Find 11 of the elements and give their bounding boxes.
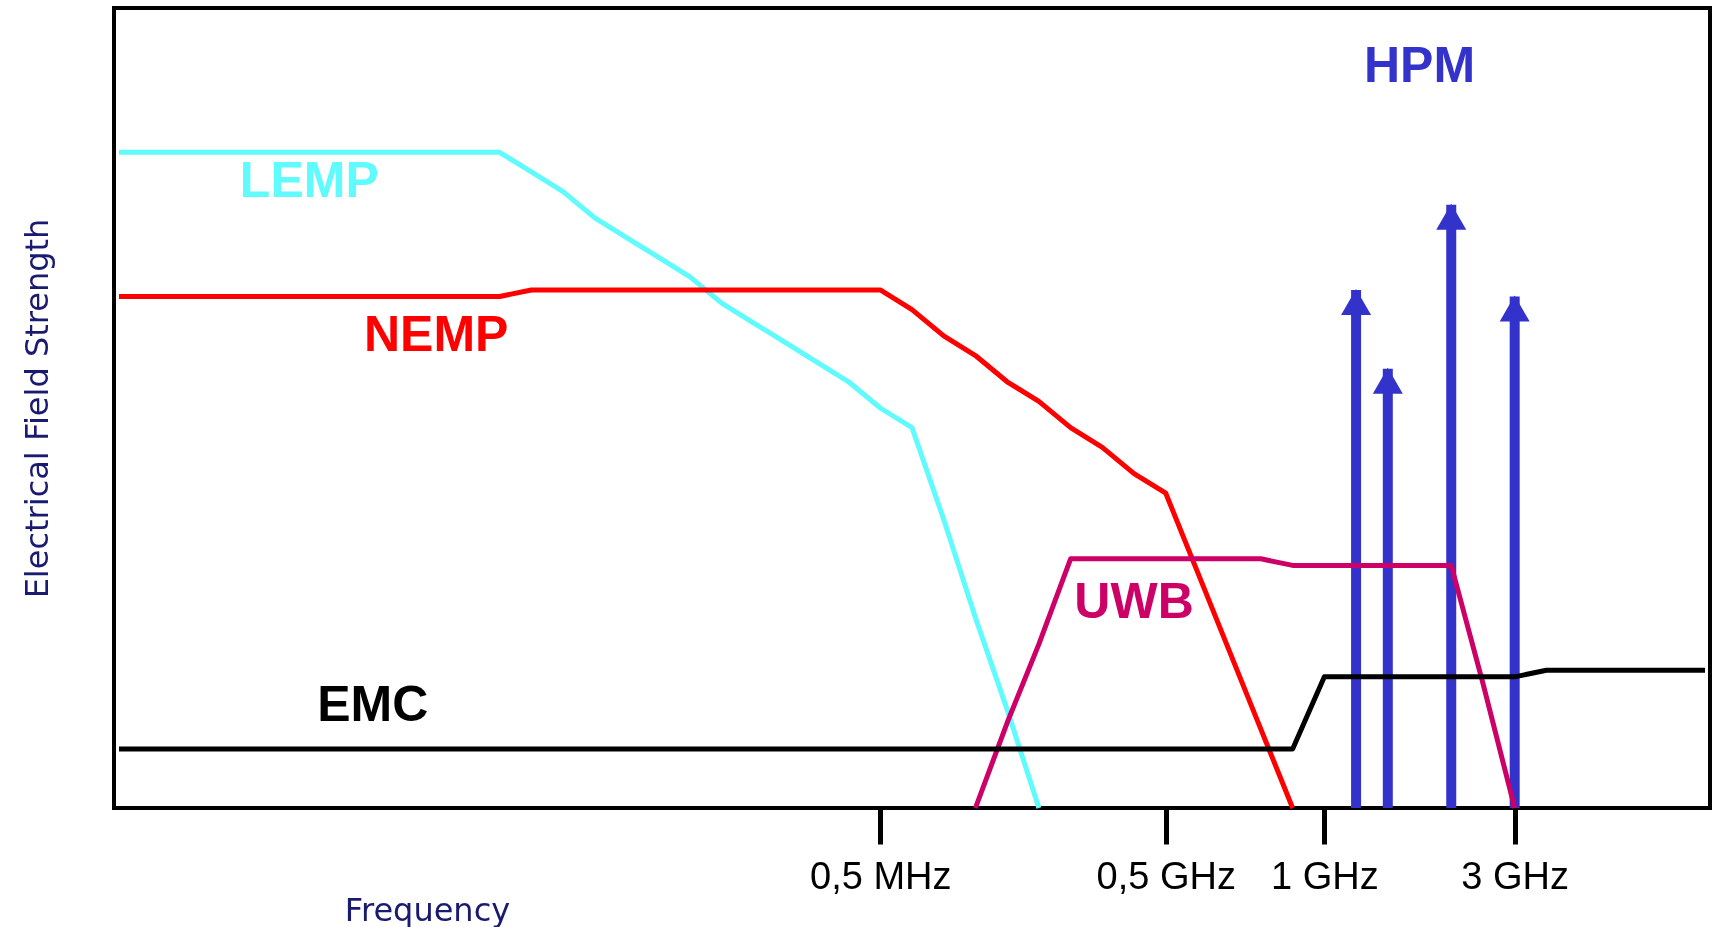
x-tick-label: 3 GHz [1461, 854, 1570, 897]
y-axis-title: Electrical Field Strength [17, 218, 56, 599]
series-label: LEMP [239, 151, 379, 208]
text: HPM [1363, 37, 1476, 94]
series-label: UWB [1074, 572, 1194, 629]
x-tick-label: 1 GHz [1271, 854, 1379, 897]
x-axis-title: Frequency [344, 890, 511, 927]
series-label: EMC [317, 676, 429, 733]
x-tick-label: 0,5 MHz [810, 854, 952, 897]
x-tick-label: 0,5 GHz [1096, 854, 1236, 897]
series-label: NEMP [363, 305, 509, 362]
